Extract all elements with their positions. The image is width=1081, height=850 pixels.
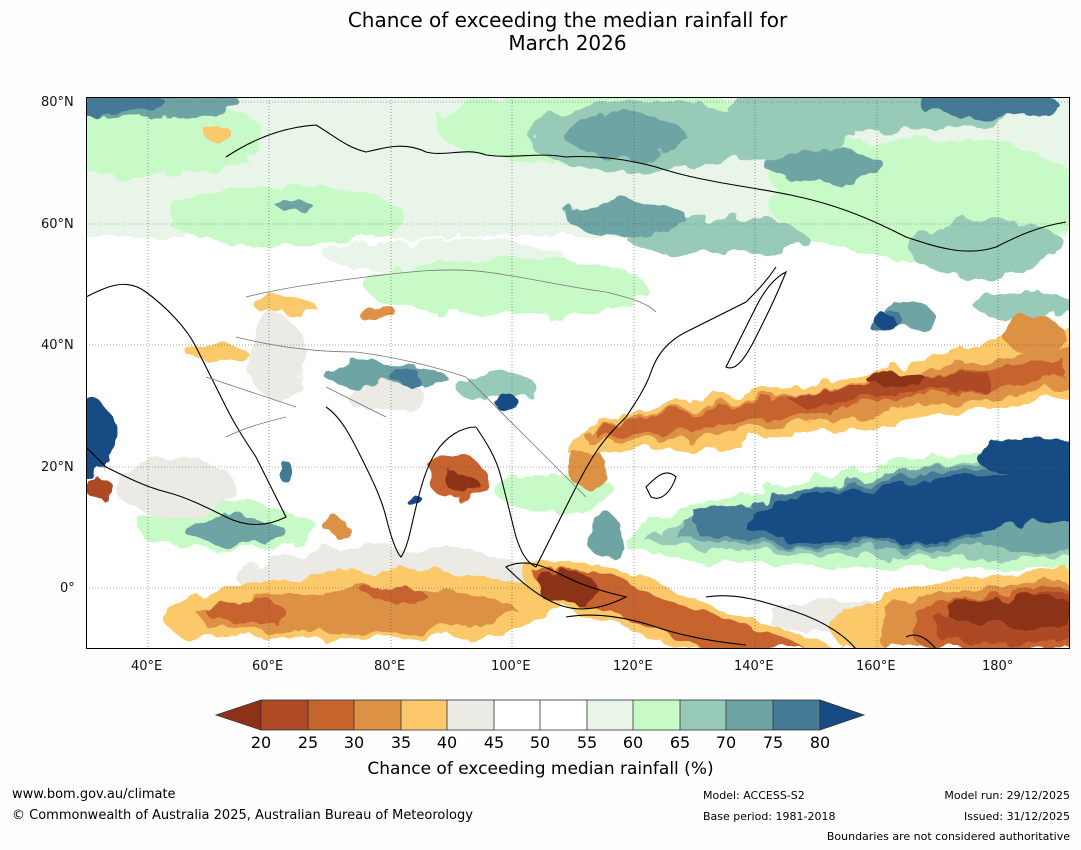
lon-label-140e: 140°E <box>734 659 774 674</box>
lon-label-40e: 40°E <box>131 659 163 674</box>
footer-url[interactable]: www.bom.gov.au/climate <box>12 787 176 802</box>
lon-label-160e: 160°E <box>856 659 896 674</box>
colorbar-high-extend <box>819 699 866 731</box>
colorbar <box>214 699 866 735</box>
colorbar-tick-30: 30 <box>343 733 365 752</box>
colorbar-tick-50: 50 <box>529 733 551 752</box>
lat-label-80n: 80°N <box>41 95 74 110</box>
chart-title: Chance of exceeding the median rainfall … <box>0 9 1081 55</box>
coastlines <box>86 124 1067 649</box>
colorbar-bin-20-25 <box>261 700 308 730</box>
title-line-1: Chance of exceeding the median rainfall … <box>347 8 788 32</box>
colorbar-tick-75: 75 <box>762 733 784 752</box>
colorbar-bin-50-55 <box>540 700 587 730</box>
colorbar-bin-30-35 <box>354 700 401 730</box>
footer-base-period: Base period: 1981-2018 <box>703 810 836 823</box>
map-svg <box>86 97 1070 649</box>
colorbar-tick-70: 70 <box>715 733 737 752</box>
country-borders <box>205 269 657 498</box>
colorbar-bin-60-65 <box>633 700 680 730</box>
map-border <box>86 97 1070 649</box>
colorbar-tick-40: 40 <box>436 733 458 752</box>
colorbar-svg <box>214 699 866 731</box>
colorbar-tick-60: 60 <box>622 733 644 752</box>
lon-label-100e: 100°E <box>491 659 531 674</box>
lat-label-40n: 40°N <box>41 338 74 353</box>
footer-copyright: © Commonwealth of Australia 2025, Austra… <box>12 808 473 823</box>
lon-label-180: 180° <box>982 659 1014 674</box>
colorbar-bin-35-40 <box>401 700 447 730</box>
colorbar-tick-20: 20 <box>250 733 272 752</box>
probability-fields <box>86 97 1070 649</box>
colorbar-low-extend <box>214 699 262 731</box>
title-line-2: March 2026 <box>508 31 627 55</box>
colorbar-bin-25-30 <box>308 700 354 730</box>
lon-label-120e: 120°E <box>613 659 653 674</box>
colorbar-tick-45: 45 <box>483 733 505 752</box>
footer-issued: Issued: 31/12/2025 <box>963 810 1070 823</box>
colorbar-tick-55: 55 <box>576 733 598 752</box>
colorbar-bin-70-75 <box>726 700 773 730</box>
colorbar-bin-40-45 <box>447 700 494 730</box>
lon-label-60e: 60°E <box>252 659 284 674</box>
colorbar-bin-65-70 <box>680 700 726 730</box>
blue-speckle <box>278 201 896 508</box>
colorbar-label: Chance of exceeding median rainfall (%) <box>367 759 714 779</box>
lon-label-80e: 80°E <box>374 659 406 674</box>
colorbar-bin-55-60 <box>587 700 633 730</box>
colorbar-tick-80: 80 <box>809 733 831 752</box>
rainfall-map[interactable] <box>86 97 1070 649</box>
colorbar-bin-45-50 <box>494 700 540 730</box>
lat-label-0: 0° <box>60 581 75 596</box>
colorbar-bin-75-80 <box>773 700 820 730</box>
footer-boundaries-note: Boundaries are not considered authoritat… <box>826 830 1070 843</box>
footer-model-run: Model run: 29/12/2025 <box>944 789 1070 802</box>
lat-label-20n: 20°N <box>41 460 74 475</box>
footer-model: Model: ACCESS-S2 <box>703 789 805 802</box>
colorbar-tick-35: 35 <box>390 733 412 752</box>
lat-label-60n: 60°N <box>41 217 74 232</box>
graticule <box>86 97 1070 649</box>
colorbar-tick-25: 25 <box>297 733 319 752</box>
colorbar-tick-65: 65 <box>669 733 691 752</box>
